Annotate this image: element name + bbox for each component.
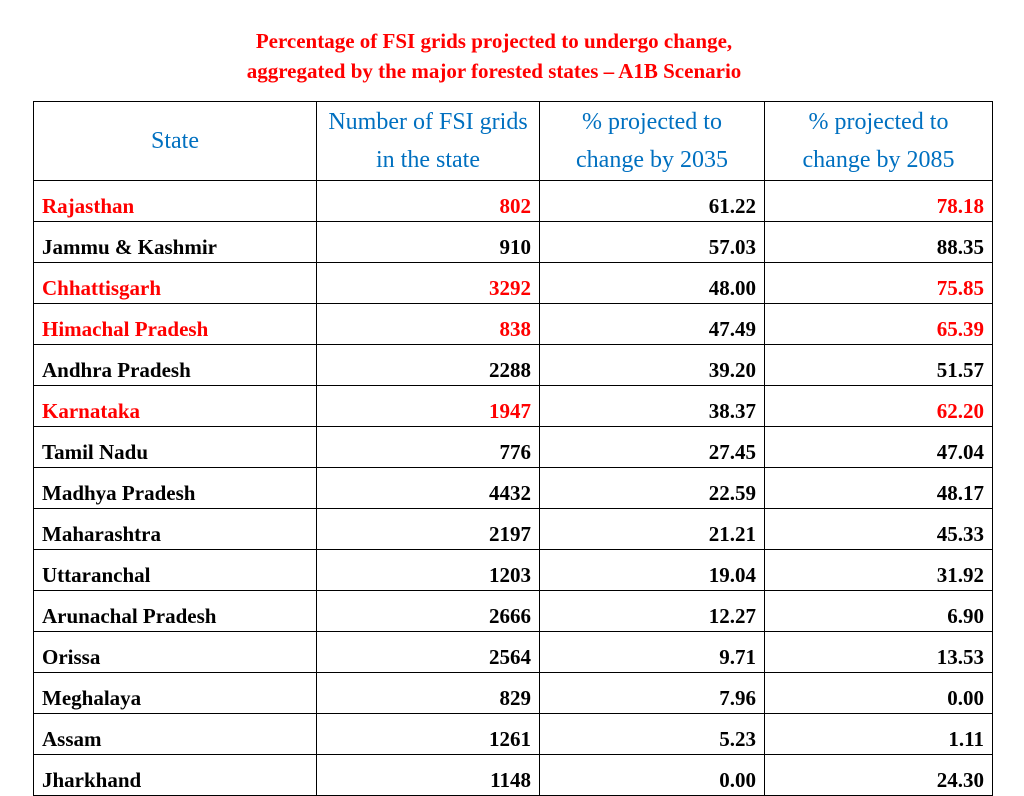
data-table: State Number of FSI grids in the state %… xyxy=(33,101,993,796)
change-2035-cell: 27.45 xyxy=(539,426,765,468)
grid-count-cell: 2564 xyxy=(316,631,540,673)
grid-count-cell: 776 xyxy=(316,426,540,468)
grid-count-cell: 3292 xyxy=(316,262,540,304)
table-row: Himachal Pradesh 838 47.49 65.39 xyxy=(33,303,993,345)
change-2035-cell: 9.71 xyxy=(539,631,765,673)
change-2035-cell: 61.22 xyxy=(539,180,765,222)
state-cell: Jammu & Kashmir xyxy=(33,221,317,263)
title-line-1: Percentage of FSI grids projected to und… xyxy=(255,29,733,53)
header-row: State Number of FSI grids in the state %… xyxy=(33,101,993,181)
grid-count-cell: 4432 xyxy=(316,467,540,509)
change-2085-cell: 78.18 xyxy=(764,180,993,222)
grid-count-cell: 1203 xyxy=(316,549,540,591)
state-cell: Uttaranchal xyxy=(33,549,317,591)
grid-count-cell: 1261 xyxy=(316,713,540,755)
state-cell: Rajasthan xyxy=(33,180,317,222)
change-2035-cell: 38.37 xyxy=(539,385,765,427)
header-2035: % projected to change by 2035 xyxy=(539,101,765,181)
change-2035-cell: 39.20 xyxy=(539,344,765,386)
grid-count-cell: 2197 xyxy=(316,508,540,550)
change-2085-cell: 65.39 xyxy=(764,303,993,345)
grid-count-cell: 2666 xyxy=(316,590,540,632)
change-2085-cell: 62.20 xyxy=(764,385,993,427)
table-row: Madhya Pradesh 4432 22.59 48.17 xyxy=(33,467,993,509)
change-2085-cell: 1.11 xyxy=(764,713,993,755)
table-row: Rajasthan 802 61.22 78.18 xyxy=(33,180,993,222)
table-row: Uttaranchal 1203 19.04 31.92 xyxy=(33,549,993,591)
page-title: Percentage of FSI grids projected to und… xyxy=(0,26,988,86)
change-2035-cell: 22.59 xyxy=(539,467,765,509)
table-row: Meghalaya 829 7.96 0.00 xyxy=(33,672,993,714)
table-row: Jammu & Kashmir 910 57.03 88.35 xyxy=(33,221,993,263)
grid-count-cell: 829 xyxy=(316,672,540,714)
state-cell: Chhattisgarh xyxy=(33,262,317,304)
change-2085-cell: 6.90 xyxy=(764,590,993,632)
change-2035-cell: 48.00 xyxy=(539,262,765,304)
state-cell: Orissa xyxy=(33,631,317,673)
change-2035-cell: 0.00 xyxy=(539,754,765,796)
grid-count-cell: 838 xyxy=(316,303,540,345)
header-2085: % projected to change by 2085 xyxy=(764,101,993,181)
header-state: State xyxy=(33,101,317,181)
change-2035-cell: 12.27 xyxy=(539,590,765,632)
change-2085-cell: 88.35 xyxy=(764,221,993,263)
table-row: Assam 1261 5.23 1.11 xyxy=(33,713,993,755)
change-2085-cell: 51.57 xyxy=(764,344,993,386)
change-2035-cell: 47.49 xyxy=(539,303,765,345)
state-cell: Tamil Nadu xyxy=(33,426,317,468)
table-header: State Number of FSI grids in the state %… xyxy=(33,101,993,181)
grid-count-cell: 1148 xyxy=(316,754,540,796)
state-cell: Madhya Pradesh xyxy=(33,467,317,509)
table-body: Rajasthan 802 61.22 78.18 Jammu & Kashmir 910… xyxy=(33,180,993,796)
change-2085-cell: 45.33 xyxy=(764,508,993,550)
grid-count-cell: 802 xyxy=(316,180,540,222)
change-2035-cell: 57.03 xyxy=(539,221,765,263)
table-row: Orissa 2564 9.71 13.53 xyxy=(33,631,993,673)
table-row: Arunachal Pradesh 2666 12.27 6.90 xyxy=(33,590,993,632)
change-2085-cell: 47.04 xyxy=(764,426,993,468)
change-2085-cell: 48.17 xyxy=(764,467,993,509)
change-2035-cell: 21.21 xyxy=(539,508,765,550)
state-cell: Himachal Pradesh xyxy=(33,303,317,345)
state-cell: Maharashtra xyxy=(33,508,317,550)
state-cell: Meghalaya xyxy=(33,672,317,714)
state-cell: Arunachal Pradesh xyxy=(33,590,317,632)
change-2085-cell: 24.30 xyxy=(764,754,993,796)
table-row: Chhattisgarh 3292 48.00 75.85 xyxy=(33,262,993,304)
table-row: Maharashtra 2197 21.21 45.33 xyxy=(33,508,993,550)
state-cell: Andhra Pradesh xyxy=(33,344,317,386)
state-cell: Jharkhand xyxy=(33,754,317,796)
state-cell: Assam xyxy=(33,713,317,755)
header-grids: Number of FSI grids in the state xyxy=(316,101,540,181)
grid-count-cell: 1947 xyxy=(316,385,540,427)
grid-count-cell: 2288 xyxy=(316,344,540,386)
change-2085-cell: 13.53 xyxy=(764,631,993,673)
table-row: Karnataka 1947 38.37 62.20 xyxy=(33,385,993,427)
table-row: Tamil Nadu 776 27.45 47.04 xyxy=(33,426,993,468)
title-line-2: aggregated by the major forested states … xyxy=(246,59,742,83)
change-2035-cell: 7.96 xyxy=(539,672,765,714)
change-2085-cell: 0.00 xyxy=(764,672,993,714)
table-row: Jharkhand 1148 0.00 24.30 xyxy=(33,754,993,796)
change-2085-cell: 31.92 xyxy=(764,549,993,591)
table-row: Andhra Pradesh 2288 39.20 51.57 xyxy=(33,344,993,386)
change-2035-cell: 5.23 xyxy=(539,713,765,755)
change-2085-cell: 75.85 xyxy=(764,262,993,304)
change-2035-cell: 19.04 xyxy=(539,549,765,591)
state-cell: Karnataka xyxy=(33,385,317,427)
grid-count-cell: 910 xyxy=(316,221,540,263)
